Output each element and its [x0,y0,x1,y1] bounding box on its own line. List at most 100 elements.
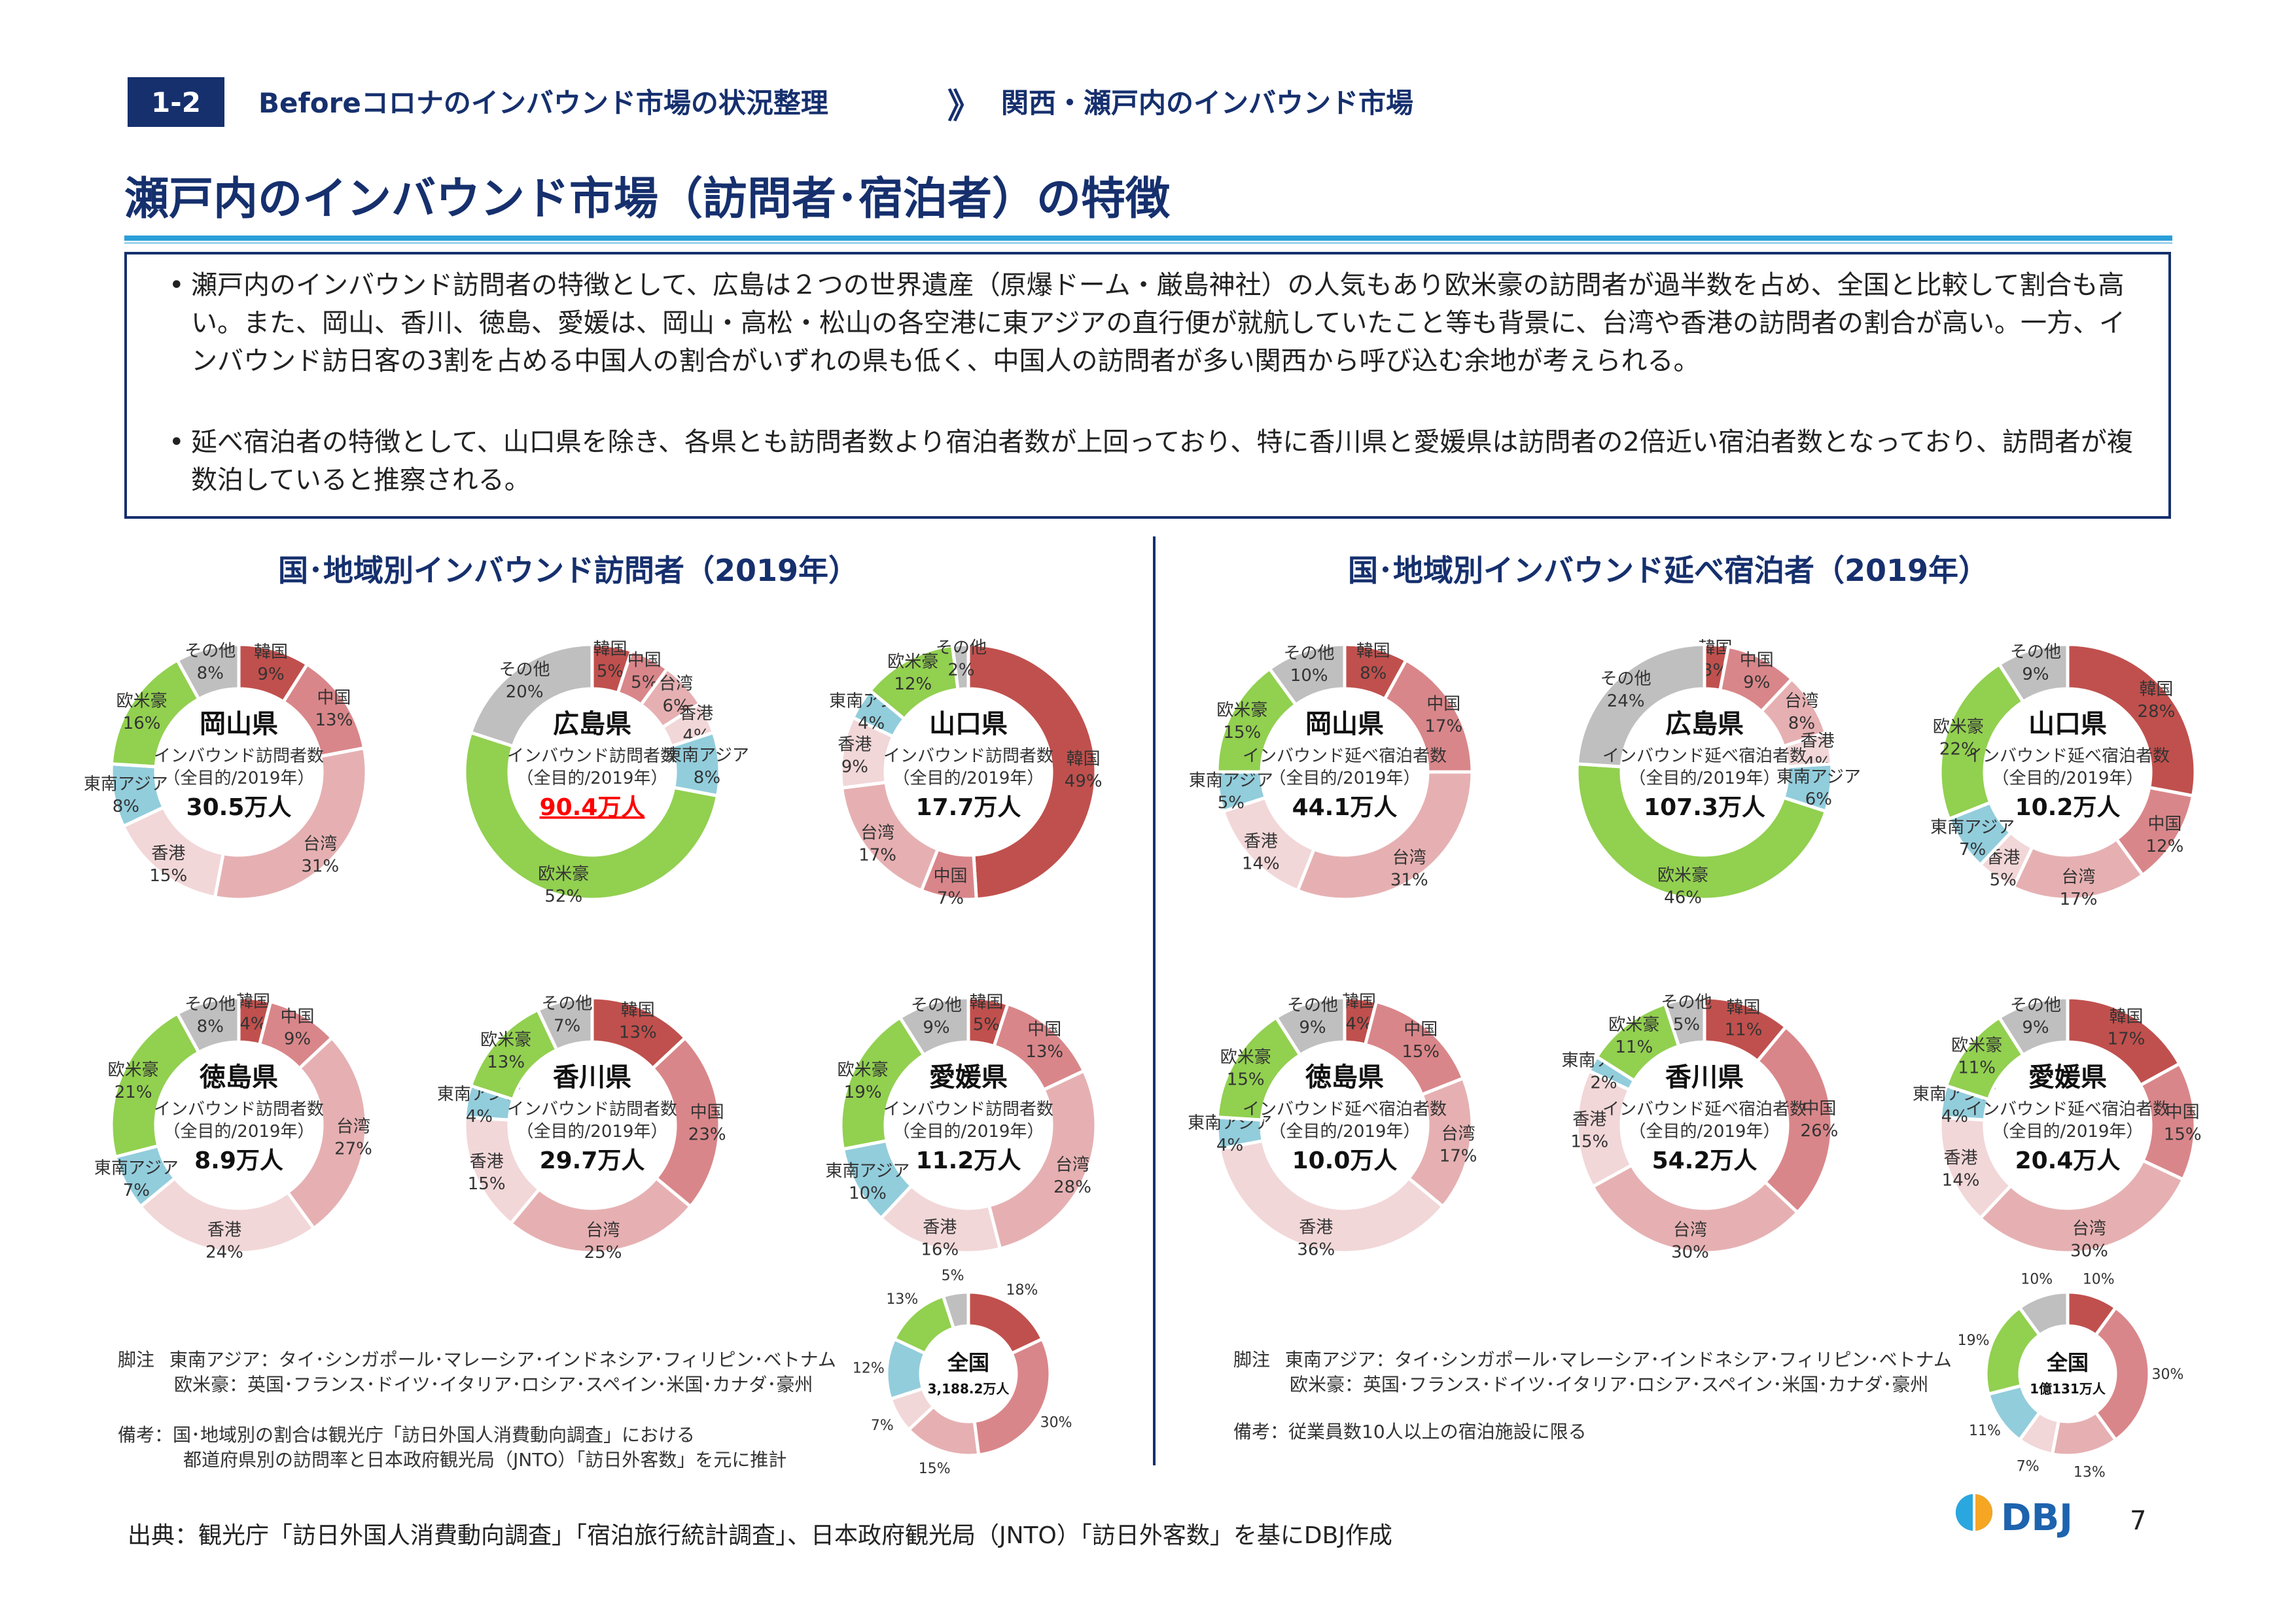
remark-line-1: 備考：国･地域別の割合は観光庁「訪日外国人消費動向調査」における [118,1424,696,1446]
donut-subtitle: インバウンド訪問者数 [883,746,1053,766]
donut-period: （全目的/2019年） [517,769,668,788]
slice-category-label: 欧米豪 [116,691,168,711]
dbj-logo-icon [1956,1494,1992,1531]
slice-category-label: 台湾 [860,824,894,843]
footnote-line-1: 東南アジア：タイ･シンガポール･マレーシア･インドネシア･フィリピン･ベトナム [169,1349,836,1370]
donut-region-name: 全国 [947,1350,989,1375]
donut-region-name: 徳島県 [1305,1062,1384,1092]
slice-category-label: 香港 [207,1220,241,1240]
slice-value-label: 14% [1942,1171,1980,1191]
stays-remark: 備考：従業員数10人以上の宿泊施設に限る [1233,1420,1587,1444]
slice-value-label: 36% [1297,1240,1335,1259]
donut-period: （全目的/2019年） [164,769,315,788]
slice-value-label: 24% [1607,691,1645,711]
donut-subtitle: インバウンド訪問者数 [154,1100,324,1119]
slice-category-label: 韓国 [593,639,627,659]
slice-category-label: 香港 [151,844,185,864]
slice-value-label: 30% [1671,1242,1709,1262]
donut-period: （全目的/2019年） [1629,1122,1780,1142]
slice-category-label: 韓国 [1342,992,1376,1012]
slice-category-label: 香港 [1944,1149,1978,1168]
donut-slice [285,1035,368,1231]
slice-category-label: 欧米豪 [1216,701,1267,720]
slice-value-label: 13% [487,1053,525,1072]
slice-value-label: 46% [1664,888,1702,908]
slice-category-label: その他 [2010,642,2061,662]
slice-category-label: 韓国 [969,992,1003,1012]
slice-category-label: 欧米豪 [838,1060,889,1080]
donut-region-name: 山口県 [2028,709,2107,739]
slice-value-label: 17% [858,846,896,865]
stays-footnote: 脚注 東南アジア：タイ･シンガポール･マレーシア･インドネシア･フィリピン･ベト… [1233,1348,1952,1397]
slice-category-label: 香港 [923,1217,957,1237]
donut-slice [650,1035,722,1209]
donut-total: 54.2万人 [1652,1147,1757,1174]
slice-value-label: 15% [149,866,187,886]
slice-category-label: 香港 [1299,1217,1333,1237]
donut-slice [987,1068,1098,1251]
slice-category-label: 中国 [2166,1102,2200,1122]
donut-region-name: 山口県 [929,709,1008,739]
slice-value-label: 11% [1969,1423,2001,1439]
slice-value-label: 18% [1006,1282,1038,1299]
slice-value-label: 9% [841,758,868,777]
donut-chart-visitors-2: 韓国49%中国7%台湾17%香港9%東南アジア4%欧米豪12%その他2%山口県イ… [829,638,1102,909]
slice-category-label: 東南アジア [1189,771,1273,790]
slice-value-label: 13% [315,710,353,730]
slice-category-label: 中国 [1802,1099,1836,1119]
donut-chart-stays-9: 韓国28%中国12%台湾17%香港5%東南アジア7%欧米豪22%その他9%山口県… [1930,642,2197,909]
slice-value-label: 49% [1065,771,1103,791]
donut-period: （全目的/2019年） [1629,769,1780,788]
slice-value-label: 4% [858,714,885,733]
donut-subtitle: インバウンド訪問者数 [883,1100,1053,1119]
slice-value-label: 15% [1227,1070,1265,1090]
summary-text-1: 瀬戸内のインバウンド訪問者の特徴として、広島は２つの世界遺産（原爆ドーム・厳島神… [191,270,2125,376]
donut-region-name: 徳島県 [199,1062,278,1092]
donut-total: 10.2万人 [2015,794,2121,821]
slice-value-label: 5% [1990,870,2017,890]
slice-category-label: 台湾 [586,1221,620,1240]
slice-value-label: 23% [688,1125,726,1144]
donut-subtitle: インバウンド延べ宿泊者数 [1966,746,2170,766]
donut-period: （全目的/2019年） [517,1122,668,1142]
slice-value-label: 11% [1725,1021,1763,1040]
donut-total: 10.0万人 [1292,1147,1398,1174]
page-title: 瀬戸内のインバウンド市場（訪問者･宿泊者）の特徴 [124,173,1171,225]
slice-value-label: 8% [197,1017,224,1037]
donut-chart-stays-13: 10% 30% 13% 7% 11% 19% 10% 全国 1億131万人 [1958,1271,2184,1480]
slice-value-label: 7% [123,1181,150,1200]
donut-slice [2093,1305,2151,1442]
donut-total: 11.2万人 [916,1147,1021,1174]
donut-slice [1938,661,2026,822]
donut-chart-visitors-5: 韓国 5% 中国 13% 台湾 28% 香港 16% 東南アジア 10% 欧米豪 19% その他 9% 愛媛… [825,992,1098,1259]
slice-category-label: 台湾 [1784,691,1818,711]
slice-value-label: 9% [257,665,284,684]
slice-value-label: 8% [1360,664,1386,684]
donut-slice [941,1290,970,1331]
bullet-dot-icon: • [169,270,185,300]
slice-category-label: その他 [2010,996,2061,1015]
slice-value-label: 17% [2108,1030,2146,1049]
donut-region-name: 愛媛県 [2028,1062,2107,1092]
slice-category-label: 欧米豪 [480,1030,531,1050]
donut-slice [1997,996,2070,1058]
slice-value-label: 5% [973,1015,1000,1034]
slice-category-label: 香港 [470,1152,504,1172]
donut-slice [535,996,594,1053]
slice-value-label: 7% [937,889,964,909]
slice-category-label: 台湾 [1441,1124,1475,1143]
slice-value-label: 2% [1590,1073,1617,1092]
donut-slice [508,1176,693,1255]
slice-value-label: 11% [1615,1038,1653,1057]
donut-region-name: 香川県 [1665,1062,1744,1092]
slice-category-label: 欧米豪 [1657,866,1708,886]
donut-region-name: 広島県 [1665,709,1744,739]
donut-region-name: 愛媛県 [929,1062,1008,1092]
donut-total: 8.9万人 [194,1147,283,1174]
visitors-remark: 備考：国･地域別の割合は観光庁「訪日外国人消費動向調査」における 都道府県別の訪… [118,1423,786,1473]
donut-slice [2017,1290,2070,1338]
slice-value-label: 4% [1941,1107,1968,1126]
slice-category-label: 台湾 [303,834,337,854]
donut-slice [2066,642,2197,798]
slice-value-label: 15% [1223,723,1261,742]
